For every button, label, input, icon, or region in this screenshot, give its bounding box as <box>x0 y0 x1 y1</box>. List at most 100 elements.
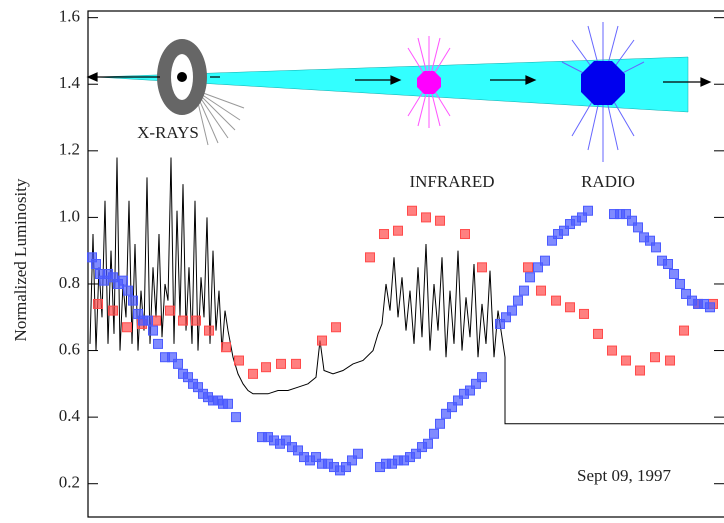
y-tick-label: 0.4 <box>59 406 81 425</box>
data-point <box>393 225 403 236</box>
data-point <box>663 259 673 269</box>
xray-line <box>89 157 724 425</box>
data-point <box>223 398 233 409</box>
data-point <box>579 308 589 319</box>
data-point <box>460 229 470 240</box>
data-point <box>421 212 431 223</box>
data-point <box>331 322 341 333</box>
diagram <box>86 22 712 162</box>
data-point <box>91 259 101 269</box>
black-hole <box>177 72 187 82</box>
y-tick-label: 0.2 <box>59 473 80 492</box>
data-point <box>118 275 128 286</box>
data-point <box>93 298 103 309</box>
data-point <box>128 295 138 306</box>
radio-blob <box>581 61 625 105</box>
data-point <box>429 428 439 439</box>
data-point <box>651 242 661 253</box>
data-point <box>341 462 351 473</box>
data-point <box>167 352 177 363</box>
data-point <box>507 305 517 316</box>
data-point <box>276 358 286 369</box>
data-point <box>379 229 389 240</box>
data-point <box>261 362 271 373</box>
data-point <box>465 385 475 396</box>
data-point <box>705 302 715 313</box>
data-point <box>471 378 481 389</box>
data-point <box>477 262 487 273</box>
data-point <box>681 288 691 299</box>
data-point <box>281 435 291 446</box>
data-point <box>559 225 569 236</box>
y-tick-label: 1.0 <box>59 206 80 225</box>
data-point <box>533 262 543 273</box>
data-point <box>143 315 153 326</box>
data-point <box>665 355 675 366</box>
data-point <box>635 365 645 376</box>
annotation: X-RAYS <box>137 123 199 142</box>
data-point <box>453 395 463 406</box>
annotation: RADIO <box>581 172 635 191</box>
data-point <box>621 355 631 366</box>
data-point <box>447 402 457 413</box>
data-point <box>536 285 546 296</box>
data-point <box>153 338 163 349</box>
y-axis-label: Normalized Luminosity <box>11 178 30 341</box>
data-point <box>540 255 550 266</box>
y-tick-label: 0.6 <box>59 339 80 358</box>
data-point <box>435 418 445 429</box>
data-point <box>565 302 575 313</box>
data-point <box>577 212 587 223</box>
beam-cone <box>95 56 689 113</box>
data-point <box>675 278 685 289</box>
data-point <box>347 455 357 466</box>
infrared-blob <box>417 71 441 94</box>
data-point <box>317 335 327 346</box>
data-point <box>547 235 557 246</box>
data-point <box>679 325 689 336</box>
data-point <box>607 345 617 356</box>
data-point <box>148 325 158 336</box>
data-point <box>645 235 655 246</box>
data-point <box>633 222 643 233</box>
y-tick-label: 1.6 <box>59 7 80 26</box>
y-tick-label: 1.4 <box>59 73 81 92</box>
data-point <box>108 305 118 316</box>
annotation: INFRARED <box>409 172 494 191</box>
data-point <box>423 438 433 449</box>
data-point <box>650 352 660 363</box>
annotation: Sept 09, 1997 <box>577 466 671 485</box>
data-point <box>627 215 637 226</box>
data-point <box>551 295 561 306</box>
data-point <box>477 372 487 383</box>
plot-frame <box>87 10 724 518</box>
data-point <box>441 408 451 419</box>
data-point <box>435 215 445 226</box>
data-point <box>523 262 533 273</box>
data-point <box>191 315 201 326</box>
data-point <box>173 358 183 369</box>
data-point <box>231 412 241 423</box>
data-point <box>407 205 417 216</box>
arrows <box>86 72 712 87</box>
data-point <box>519 285 529 296</box>
data-point <box>525 272 535 283</box>
data-point <box>123 285 133 296</box>
y-tick-label: 1.2 <box>59 140 80 159</box>
data-point <box>513 295 523 306</box>
data-point <box>165 305 175 316</box>
data-point <box>178 315 188 326</box>
data-point <box>248 368 258 379</box>
data-point <box>234 355 244 366</box>
data-point <box>593 328 603 339</box>
data-point <box>353 448 363 459</box>
data-point <box>122 322 132 333</box>
data-point <box>291 358 301 369</box>
data-point <box>365 252 375 263</box>
data-point <box>501 312 511 323</box>
data-point <box>204 325 214 336</box>
data-point <box>411 448 421 459</box>
data-point <box>495 318 505 329</box>
data-point <box>311 452 321 463</box>
